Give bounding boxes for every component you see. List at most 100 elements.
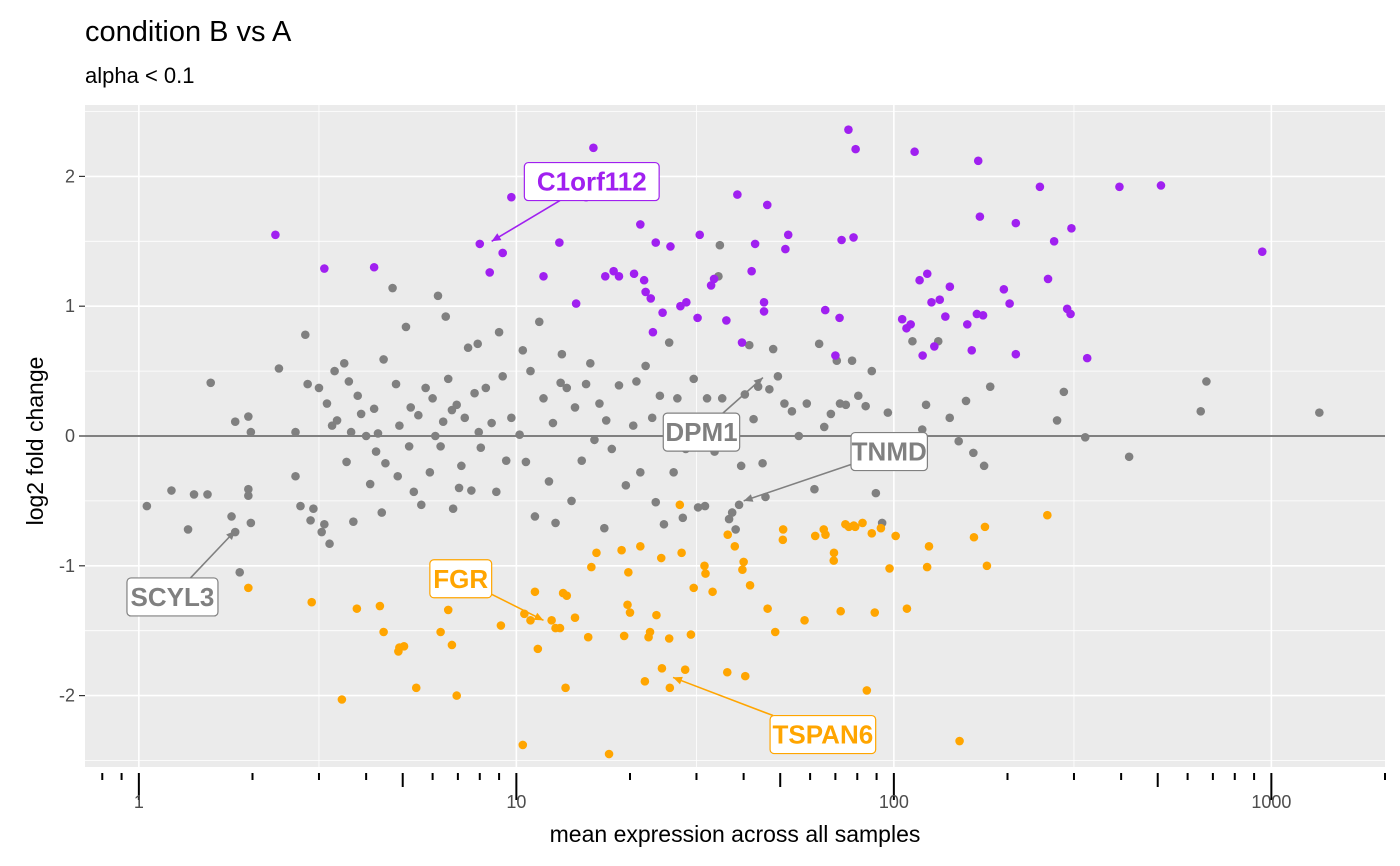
point-ns	[301, 330, 310, 340]
point-ns	[600, 523, 609, 533]
point-ns	[431, 431, 440, 441]
point-down	[443, 605, 453, 615]
point-ns	[628, 421, 638, 430]
point-up	[1082, 353, 1092, 363]
point-down	[723, 530, 733, 539]
point-ns	[406, 403, 416, 412]
point-down	[518, 740, 528, 750]
point-up	[571, 299, 581, 308]
point-ns	[487, 418, 496, 428]
point-ns	[1080, 432, 1090, 442]
point-ns	[344, 377, 354, 386]
point-up	[906, 320, 915, 329]
point-ns	[379, 355, 388, 364]
point-ns	[436, 442, 445, 451]
point-ns	[1196, 407, 1206, 416]
point-ns	[567, 496, 576, 506]
point-down	[800, 616, 809, 625]
point-ns	[749, 414, 758, 424]
point-up	[978, 310, 988, 320]
point-down	[778, 535, 788, 545]
point-up	[941, 312, 950, 321]
label-box	[769, 714, 877, 755]
point-ns	[819, 422, 829, 432]
point-down	[739, 557, 748, 567]
point-ns	[526, 366, 535, 376]
point-ns	[734, 500, 744, 510]
label-dpm1: DPM1	[662, 376, 764, 452]
point-up	[629, 269, 639, 279]
point-ns	[246, 518, 256, 528]
point-down	[664, 634, 674, 643]
point-ns	[291, 471, 300, 481]
point-ns	[515, 430, 524, 440]
label-text: C1orf112	[537, 167, 647, 197]
point-ns	[557, 349, 567, 359]
point-down	[555, 623, 565, 633]
point-ns	[377, 508, 387, 517]
point-ns	[346, 427, 356, 437]
point-down	[740, 671, 750, 681]
point-ns	[365, 479, 375, 489]
point-down	[680, 665, 690, 674]
point-down	[530, 587, 540, 597]
point-down	[867, 529, 877, 538]
x-tick-label: 10	[506, 792, 526, 812]
point-ns	[551, 518, 560, 528]
point-ns	[544, 477, 554, 486]
label-text: SCYL3	[131, 582, 215, 612]
point-down	[902, 604, 912, 613]
point-down	[858, 518, 867, 528]
point-ns	[655, 391, 665, 401]
point-up	[498, 248, 507, 258]
point-ns	[391, 379, 401, 389]
point-ns	[244, 484, 253, 494]
point-ns	[921, 400, 931, 410]
y-tick-label: 2	[65, 166, 75, 186]
label-text: TSPAN6	[773, 720, 874, 750]
point-up	[555, 238, 564, 247]
point-ns	[371, 447, 381, 456]
point-ns	[203, 490, 212, 499]
point-ns	[467, 486, 476, 495]
point-ns	[332, 416, 342, 425]
point-ns	[1124, 452, 1134, 462]
point-up	[369, 262, 379, 272]
point-up	[737, 338, 747, 347]
point-ns	[1052, 416, 1062, 425]
x-tick-label: 100	[879, 792, 909, 812]
point-ns	[421, 383, 430, 393]
point-ns	[659, 519, 669, 529]
point-down	[592, 548, 601, 558]
point-down	[763, 604, 772, 613]
point-down	[352, 604, 362, 613]
point-ns	[1059, 387, 1069, 397]
point-up	[1067, 224, 1076, 233]
point-down	[686, 630, 696, 639]
point-ns	[349, 517, 358, 526]
x-tick-label: 1	[134, 792, 144, 812]
point-ns	[425, 468, 435, 477]
point-ns	[673, 394, 682, 403]
point-ns	[521, 457, 531, 467]
point-down	[891, 531, 900, 541]
point-up	[651, 238, 661, 247]
point-ns	[244, 412, 253, 421]
point-down	[722, 667, 732, 677]
point-down	[379, 627, 388, 637]
data-points	[142, 125, 1324, 759]
label-arrowhead	[226, 530, 236, 541]
point-up	[927, 298, 936, 307]
point-ns	[452, 400, 462, 410]
point-ns	[826, 409, 836, 419]
point-ns	[586, 359, 595, 368]
axes: -2 -1 0 1 2 1 10 100 1000	[59, 166, 1386, 812]
point-ns	[979, 461, 989, 471]
point-up	[967, 346, 977, 355]
point-ns	[443, 374, 453, 384]
point-down	[570, 613, 580, 623]
point-down	[496, 621, 506, 630]
point-down	[623, 600, 632, 610]
point-up	[722, 316, 731, 325]
point-ns	[428, 394, 437, 403]
